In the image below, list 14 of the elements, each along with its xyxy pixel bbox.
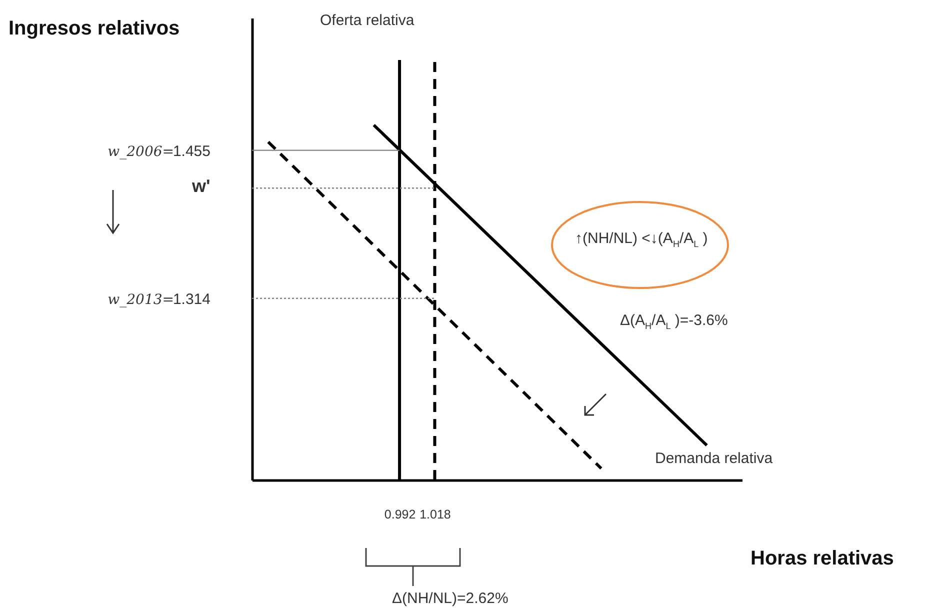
text: w_2006=: [108, 144, 174, 160]
y-tick-label: 1.455: [172, 142, 210, 160]
text: w': [192, 176, 210, 197]
x-tick-label: 0.992: [384, 508, 416, 522]
annotation: Oferta relativa: [320, 12, 414, 29]
x-axis-title: Horas relativas: [750, 548, 894, 570]
annotation: Demanda relativa: [655, 450, 773, 467]
y-axis-title: Ingresos relativos: [8, 18, 180, 40]
x-tick-label: 1.018: [420, 508, 451, 522]
text: w_2013=: [108, 292, 174, 308]
annotation: Δ(A$_{H}$/A$_{L}$ )=-3.6%: [620, 312, 728, 331]
annotation: ↑(NH/NL) <↓(A$_{H}$/A$_{L}$ ): [575, 230, 708, 249]
y-tick-label: 1.314: [172, 290, 210, 308]
text: Δ(NH/NL)=2.62%: [392, 590, 508, 607]
